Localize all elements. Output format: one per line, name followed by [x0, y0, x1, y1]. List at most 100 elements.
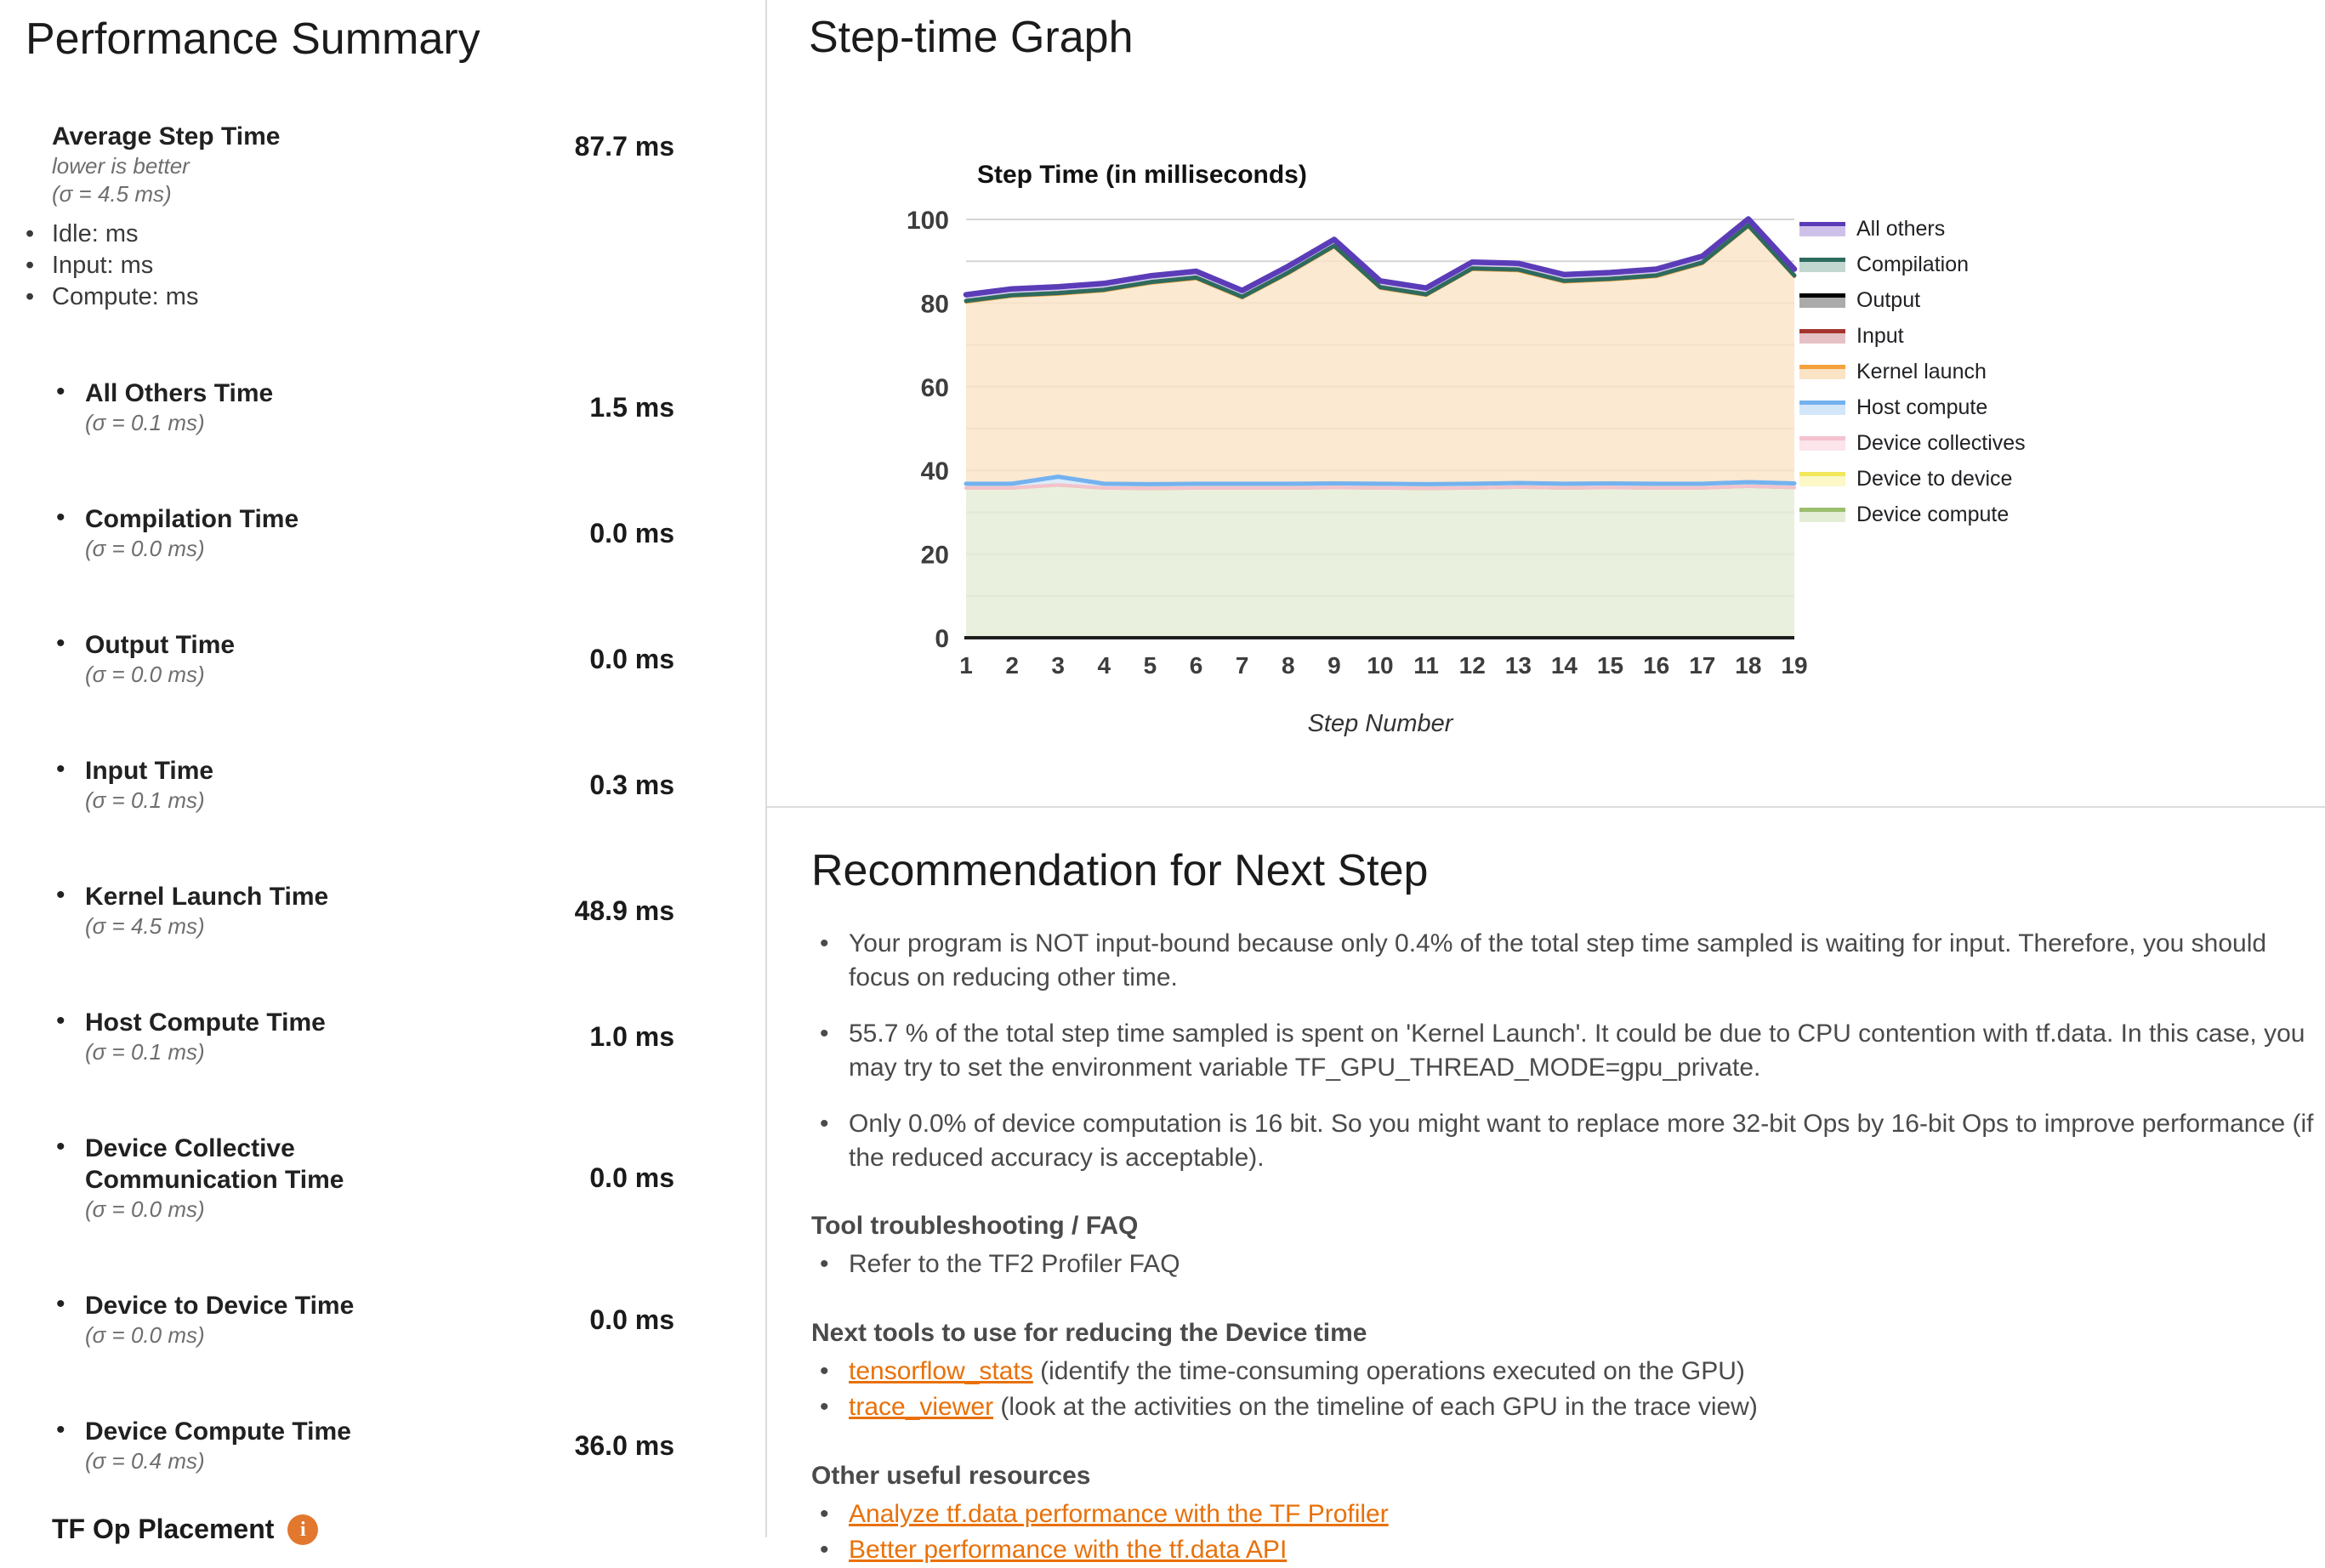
- average-step-time-sigma: (σ = 4.5 ms): [52, 181, 172, 207]
- recommendation-title: Recommendation for Next Step: [811, 846, 1429, 895]
- bullet-icon: •: [56, 1416, 65, 1444]
- legend-item: Device collectives: [1799, 430, 2026, 455]
- metric-row: • Output Time (σ = 0.0 ms) 0.0 ms: [26, 629, 674, 689]
- x-axis-tick: 9: [1327, 652, 1341, 679]
- bullet-icon: •: [56, 1007, 65, 1035]
- y-axis-tick: 100: [907, 207, 949, 235]
- metric-label: Compilation Time: [85, 505, 299, 533]
- legend-label: Device to device: [1856, 466, 2013, 491]
- recommendation-sublist: Refer to the TF2 Profiler FAQ: [820, 1247, 2291, 1282]
- recommendation-bullet-list: Your program is NOT input-bound because …: [820, 927, 2325, 1175]
- recommendation-subheading: Next tools to use for reducing the Devic…: [811, 1319, 1367, 1347]
- average-step-time-labels: Average Step Time lower is better (σ = 4…: [52, 121, 280, 208]
- recommendation-subsections: Tool troubleshooting / FAQ Refer to the T…: [811, 1209, 2291, 1568]
- y-axis-tick: 0: [935, 625, 949, 653]
- metric-value: 48.9 ms: [574, 895, 674, 926]
- lower-is-better-note: lower is better: [52, 153, 190, 179]
- metric-value: 0.0 ms: [589, 517, 674, 548]
- metric-value: 36.0 ms: [574, 1429, 674, 1461]
- line-device-collectives: [964, 483, 1796, 491]
- legend-item: All others: [1799, 216, 2026, 241]
- metric-sigma: (σ = 0.0 ms): [85, 1196, 205, 1222]
- y-axis-tick: 20: [921, 542, 949, 570]
- x-axis-tick: 15: [1597, 652, 1623, 679]
- step-time-graph-section: Step-time Graph Step Time (in millisecon…: [767, 0, 2325, 808]
- metric-value: 0.0 ms: [589, 643, 674, 674]
- bullet-icon: •: [56, 1290, 65, 1318]
- legend-label: Host compute: [1856, 395, 1988, 419]
- x-axis-tick: 17: [1689, 652, 1715, 679]
- line-all-others: [963, 216, 1798, 298]
- metric-row: • All Others Time (σ = 0.1 ms) 1.5 ms: [26, 378, 674, 437]
- metric-row: • Compilation Time (σ = 0.0 ms) 0.0 ms: [26, 503, 674, 563]
- y-axis-tick: 80: [921, 290, 949, 318]
- metric-row: • Kernel Launch Time (σ = 4.5 ms) 48.9 ms: [26, 881, 674, 940]
- recommendation-subitem: Better performance with the tf.data API: [820, 1532, 2291, 1568]
- metric-sigma: (σ = 4.5 ms): [85, 913, 205, 939]
- metric-sigma: (σ = 0.1 ms): [85, 1039, 205, 1065]
- metric-label: All Others Time: [85, 379, 274, 407]
- info-icon[interactable]: i: [287, 1514, 319, 1545]
- metric-value: 1.5 ms: [589, 391, 674, 423]
- metric-row: • Device Collective Communication Time (σ …: [26, 1133, 674, 1224]
- recommendation-subitem: trace_viewer (look at the activities on …: [820, 1389, 2291, 1425]
- legend-item: Output: [1799, 287, 2026, 312]
- metric-label: Output Time: [85, 631, 236, 659]
- recommendation-link[interactable]: tensorflow_stats: [849, 1357, 1033, 1385]
- x-axis-tick: 2: [1005, 652, 1019, 679]
- x-axis-tick: 10: [1367, 652, 1393, 679]
- metric-sigma: (σ = 0.0 ms): [85, 662, 205, 687]
- metric-row: • Input Time (σ = 0.1 ms) 0.3 ms: [26, 755, 674, 815]
- x-axis-tick: 3: [1051, 652, 1065, 679]
- breakdown-item: Input: ms: [26, 250, 674, 281]
- metric-sigma: (σ = 0.1 ms): [85, 787, 205, 813]
- recommendation-bullet: Only 0.0% of device computation is 16 bi…: [820, 1107, 2325, 1175]
- y-axis-tick: 40: [921, 457, 949, 486]
- recommendation-subitem: Analyze tf.data performance with the TF …: [820, 1497, 2291, 1532]
- metric-value: 0.0 ms: [589, 1162, 674, 1193]
- tf-op-placement-label: TF Op Placement: [52, 1514, 275, 1544]
- legend-label: Device compute: [1856, 502, 2010, 526]
- x-axis-tick: 19: [1781, 652, 1807, 679]
- metric-sigma: (σ = 0.1 ms): [85, 410, 205, 435]
- line-host-compute: [964, 474, 1797, 486]
- x-axis-tick: 5: [1144, 652, 1157, 679]
- average-step-time-row: Average Step Time lower is better (σ = 4…: [26, 121, 674, 208]
- recommendation-link[interactable]: Better performance with the tf.data API: [849, 1536, 1288, 1564]
- metric-label: Input Time: [85, 757, 214, 785]
- right-panel: Step-time Graph Step Time (in millisecon…: [765, 0, 2325, 1568]
- page-title: Performance Summary: [26, 14, 480, 64]
- y-axis-tick: 60: [921, 374, 949, 402]
- legend-swatch-icon: [1799, 435, 1845, 451]
- legend-item: Device to device: [1799, 466, 2026, 491]
- metric-row: • Device Compute Time (σ = 0.4 ms) 36.0 ms: [26, 1416, 674, 1475]
- chart-title: Step Time (in milliseconds): [977, 161, 1307, 189]
- legend-label: Device collectives: [1856, 430, 2026, 455]
- recommendation-sublist: Analyze tf.data performance with the TF …: [820, 1497, 2291, 1568]
- recommendation-link[interactable]: Analyze tf.data performance with the TF …: [849, 1500, 1389, 1528]
- legend-label: All others: [1856, 216, 1946, 241]
- bullet-icon: •: [56, 629, 65, 657]
- recommendation-bullet: 55.7 % of the total step time sampled is…: [820, 1017, 2325, 1085]
- average-step-time-label: Average Step Time: [52, 122, 281, 151]
- recommendation-subitem: Refer to the TF2 Profiler FAQ: [820, 1247, 2291, 1282]
- line-compilation: [964, 223, 1797, 304]
- x-axis-tick: 8: [1282, 652, 1295, 679]
- metric-row: • Host Compute Time (σ = 0.1 ms) 1.0 ms: [26, 1007, 674, 1066]
- step-time-graph-title: Step-time Graph: [809, 13, 1134, 62]
- x-axis-tick: 14: [1551, 652, 1578, 679]
- average-step-time-value: 87.7 ms: [574, 131, 674, 162]
- metric-value: 1.0 ms: [589, 1020, 674, 1052]
- x-axis-tick: 13: [1505, 652, 1532, 679]
- metric-sigma: (σ = 0.0 ms): [85, 1322, 205, 1348]
- recommendation-link[interactable]: trace_viewer: [849, 1393, 994, 1421]
- legend-label: Compilation: [1856, 252, 1970, 276]
- bullet-icon: •: [56, 755, 65, 783]
- legend-item: Kernel launch: [1799, 360, 2026, 383]
- step-time-chart: Step Time (in milliseconds) 0 20 40 60 80 100 1…: [907, 161, 1808, 737]
- tf-op-placement-row: TF Op Placement i: [26, 1514, 674, 1545]
- legend-label: Output: [1856, 287, 1921, 312]
- legend-label: Input: [1856, 323, 1904, 348]
- legend-item: Host compute: [1799, 395, 2026, 419]
- bullet-icon: •: [56, 503, 65, 531]
